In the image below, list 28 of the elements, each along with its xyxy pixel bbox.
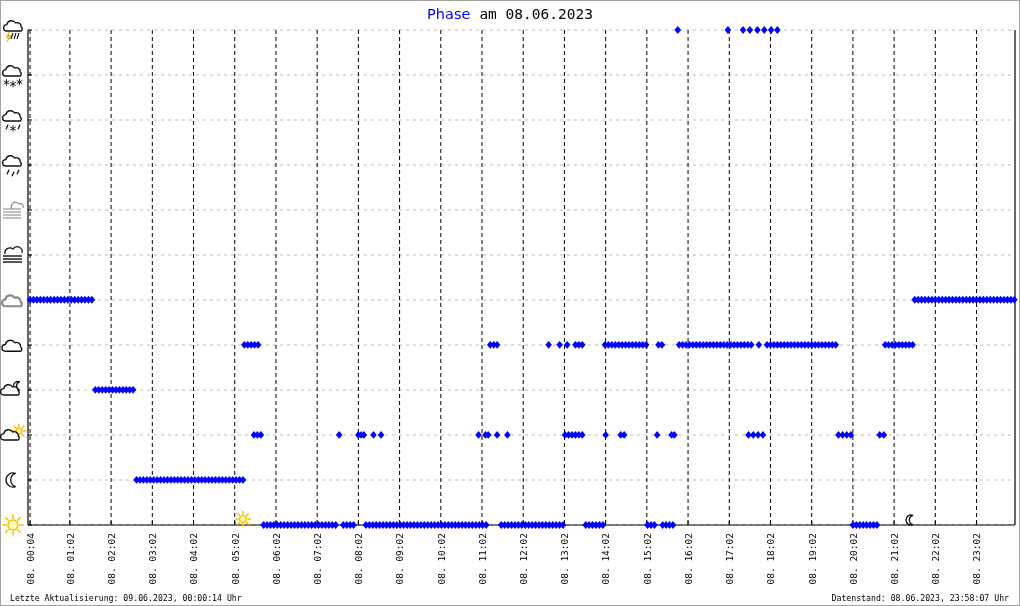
x-tick-label: 08. 11:02 (476, 533, 488, 585)
x-tick-label: 08. 21:02 (888, 533, 900, 585)
x-tick-label: 08. 16:02 (682, 533, 694, 585)
chart-title: am 08.06.2023 (479, 6, 593, 22)
text: Letzte Aktualisierung: 09.06.2023, 00:00:14 Uhr (10, 593, 242, 603)
x-tick-label: 08. 22:02 (930, 533, 942, 585)
x-tick-label: 08. 06:02 (270, 533, 282, 585)
x-tick-label: 08. 02:02 (105, 533, 117, 585)
x-tick-label: 08. 03:02 (147, 533, 159, 585)
x-tick-label: 08. 17:02 (724, 533, 736, 585)
x-tick-label: 08. 09:02 (394, 533, 406, 585)
text: Datenstand: 08.06.2023, 23:58:07 Uhr (831, 593, 1010, 603)
x-tick-label: 08. 23:02 (971, 533, 983, 585)
x-tick-label: 08. 20:02 (847, 533, 859, 585)
x-tick-label: 08. 19:02 (806, 533, 818, 585)
x-tick-label: 08. 00:04 (24, 532, 36, 585)
x-tick-label: 08. 08:02 (353, 533, 365, 585)
x-tick-label: 08. 15:02 (641, 533, 653, 585)
text: Phase (427, 6, 471, 22)
x-tick-label: 08. 05:02 (229, 533, 241, 585)
x-tick-label: 08. 04:02 (188, 533, 200, 585)
x-tick-label: 08. 13:02 (559, 533, 571, 585)
x-tick-label: 08. 01:02 (64, 533, 76, 585)
x-tick-label: 08. 12:02 (518, 533, 530, 585)
x-tick-label: 08. 07:02 (311, 533, 323, 585)
x-tick-label: 08. 14:02 (600, 533, 612, 585)
x-tick-label: 08. 18:02 (765, 533, 777, 585)
x-tick-label: 08. 10:02 (435, 533, 447, 585)
